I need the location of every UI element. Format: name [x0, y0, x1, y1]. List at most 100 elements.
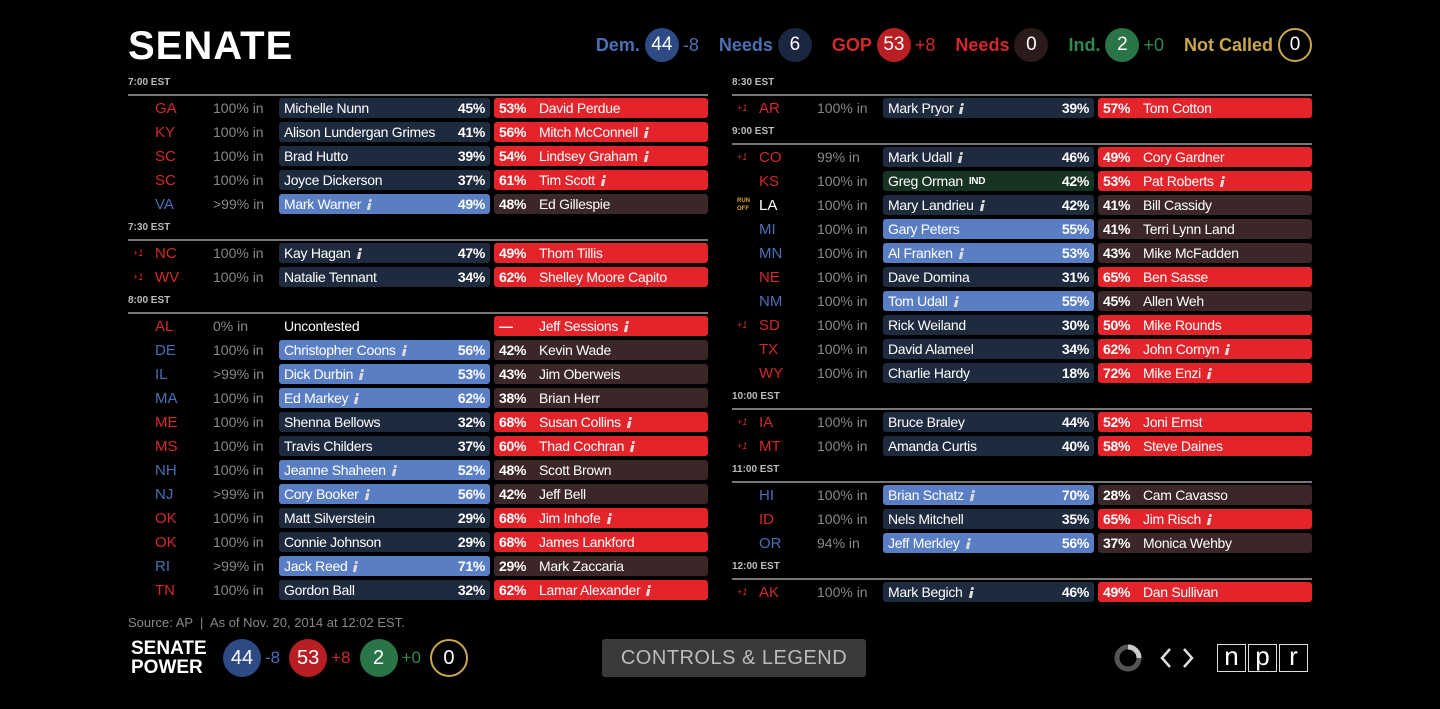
candidate-name: Joni Ernst — [1143, 414, 1203, 430]
candidate-box: 50% Mike Rounds — [1098, 315, 1312, 335]
candidate-box: 48% Ed Gillespie — [494, 194, 708, 214]
candidate-name: Monica Wehby — [1143, 535, 1232, 551]
candidate-pct: 62% — [1103, 341, 1131, 357]
info-icon — [965, 538, 970, 549]
race-row: +1 CO 99% in Mark Udall 46% 49% Cory Gardner — [732, 145, 1312, 169]
candidate-name: Jim Risch — [1143, 511, 1201, 527]
candidate-box: 29% Mark Zaccaria — [494, 556, 708, 576]
reporting: 100% in — [213, 462, 264, 478]
info-icon — [606, 513, 611, 524]
candidate-pct: 49% — [1103, 149, 1131, 165]
candidate-box: 62% John Cornyn — [1098, 339, 1312, 359]
time-header: 9:00 EST — [732, 120, 1312, 145]
state: SC — [155, 171, 176, 189]
candidate-name: Mark Zaccaria — [539, 558, 624, 574]
candidate-pct: 53% — [499, 100, 527, 116]
candidate-box: Connie Johnson 29% — [279, 532, 490, 552]
reporting: 100% in — [817, 245, 868, 261]
candidate-name: David Perdue — [539, 100, 621, 116]
candidate-name: John Cornyn — [1143, 341, 1220, 357]
source: Source: AP | As of Nov. 20, 2014 at 12:0… — [128, 615, 405, 630]
summary-count: 6 — [777, 28, 812, 62]
summary-change: -8 — [682, 34, 699, 55]
candidate-box: Joyce Dickerson 37% — [279, 170, 490, 190]
candidate-pct: 60% — [499, 438, 527, 454]
info-icon — [958, 152, 963, 163]
candidate-name: Susan Collins — [539, 414, 621, 430]
state: SD — [759, 316, 780, 334]
candidate-box: Mark Begich 46% — [883, 582, 1094, 602]
candidate-name: Jack Reed — [284, 558, 348, 574]
candidate-name: Jeff Bell — [539, 486, 586, 502]
info-icon — [354, 393, 359, 404]
summary-label: Ind. — [1068, 34, 1101, 55]
race-row: MI 100% in Gary Peters 55% 41% Terri Lynn Lan… — [732, 217, 1312, 241]
candidate-box: 65% Jim Risch — [1098, 509, 1312, 529]
candidate-pct: 52% — [1103, 414, 1131, 430]
candidate-name: Mitch McConnell — [539, 124, 638, 140]
candidate-name: Tom Cotton — [1143, 100, 1212, 116]
info-icon — [601, 175, 606, 186]
candidate-name: Mike Rounds — [1143, 317, 1222, 333]
candidate-box: Bruce Braley 44% — [883, 412, 1094, 432]
info-icon — [630, 441, 635, 452]
reporting: 100% in — [817, 173, 868, 189]
candidate-pct: 53% — [457, 366, 485, 382]
candidate-box: 48% Scott Brown — [494, 460, 708, 480]
candidate-name: Thad Cochran — [539, 438, 625, 454]
state: MS — [155, 437, 178, 455]
candidate-pct: 43% — [1103, 245, 1131, 261]
candidate-pct: 48% — [499, 196, 527, 212]
state: RI — [155, 557, 170, 575]
candidate-pct: 47% — [457, 245, 485, 261]
candidate-name: Jeff Merkley — [888, 535, 960, 551]
candidate-pct: 45% — [1103, 293, 1131, 309]
candidate-box: Jeanne Shaheen 52% — [279, 460, 490, 480]
candidate-name: Christopher Coons — [284, 342, 396, 358]
candidate-box: 68% Jim Inhofe — [494, 508, 708, 528]
race-row: KY 100% in Alison Lundergan Grimes 41% 56% Mi… — [128, 120, 708, 144]
loader-arc — [1127, 644, 1142, 659]
race-row: DE 100% in Christopher Coons 56% 42% Kevin Wa… — [128, 338, 708, 362]
race-row: OK 100% in Matt Silverstein 29% 68% Jim Inhof… — [128, 506, 708, 530]
power-count: 53 — [289, 639, 328, 677]
candidate-box: Mary Landrieu 42% — [883, 195, 1094, 215]
race-row: +1 AR 100% in Mark Pryor 39% 57% Tom Cotton — [732, 96, 1312, 120]
summary-label: Needs — [955, 34, 1010, 55]
summary-item: GOP 53 +8 — [832, 28, 935, 62]
candidate-box: Jeff Merkley 56% — [883, 533, 1094, 553]
candidate-box: Brian Schatz 70% — [883, 485, 1094, 505]
state: TN — [155, 581, 175, 599]
reporting: 100% in — [213, 534, 264, 550]
candidate-box: Dave Domina 31% — [883, 267, 1094, 287]
candidate-pct: 62% — [499, 582, 527, 598]
info-icon — [979, 200, 984, 211]
reporting: 100% in — [213, 510, 264, 526]
power-item: 44 -8 — [223, 639, 280, 677]
candidate-box: Gordon Ball 32% — [279, 580, 490, 600]
candidate-name: Jeff Sessions — [539, 318, 619, 334]
race-row: OK 100% in Connie Johnson 29% 68% James Lankf… — [128, 530, 708, 554]
reporting: 0% in — [213, 318, 249, 334]
race-row: SC 100% in Brad Hutto 39% 54% Lindsey Graham — [128, 144, 708, 168]
time-header: 11:00 EST — [732, 458, 1312, 483]
reporting: 100% in — [817, 511, 868, 527]
reporting: 100% in — [817, 584, 868, 600]
summary-item: Needs 6 — [719, 28, 812, 62]
candidate-pct: 29% — [457, 510, 485, 526]
candidate-pct: 34% — [1061, 341, 1089, 357]
info-icon — [1207, 368, 1212, 379]
candidate-name: Ed Gillespie — [539, 196, 611, 212]
state: AR — [759, 99, 780, 117]
candidate-pct: 65% — [1103, 269, 1131, 285]
controls-button[interactable]: CONTROLS & LEGEND — [602, 639, 866, 677]
race-row: TN 100% in Gordon Ball 32% 62% Lamar Alexande… — [128, 578, 708, 602]
candidate-pct: 38% — [499, 390, 527, 406]
state: MA — [155, 389, 178, 407]
state: KS — [759, 172, 780, 190]
candidate-name: Steve Daines — [1143, 438, 1223, 454]
state: NJ — [155, 485, 174, 503]
embed-icon[interactable] — [1160, 648, 1194, 668]
candidate-pct: 37% — [457, 172, 485, 188]
